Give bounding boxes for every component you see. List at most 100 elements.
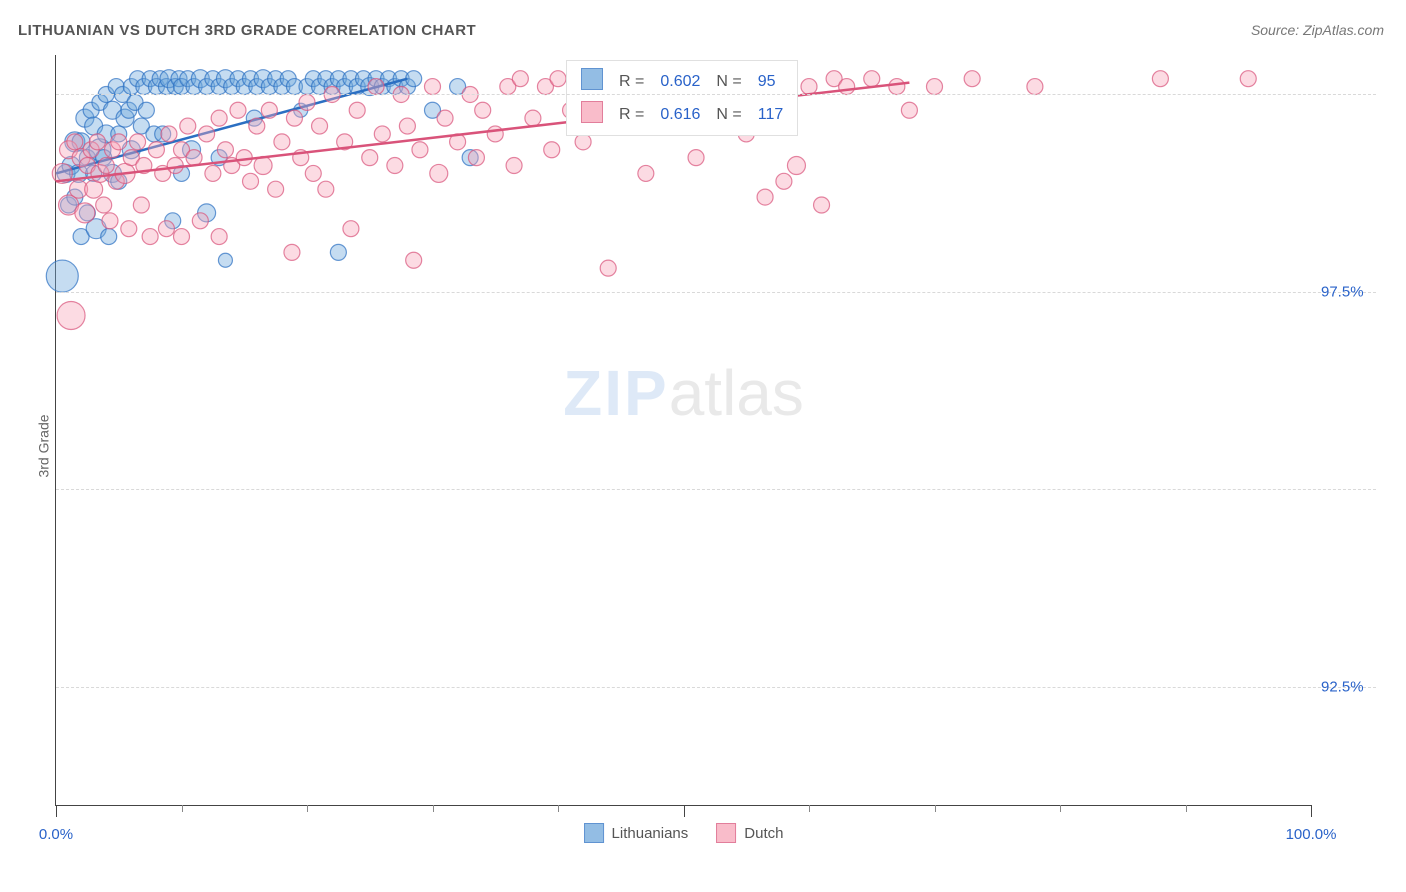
scatter-point [148,142,164,158]
chart-plot-area: ZIPatlas R = 0.602 N = 95 R = 0.616 N = … [55,55,1311,806]
scatter-point [901,102,917,118]
stats-n-label: N = [708,98,749,131]
y-axis-label: 3rd Grade [36,414,52,477]
x-tick [307,805,308,812]
scatter-point [1027,79,1043,95]
gridline [56,292,1376,293]
legend-swatch-lithuanians [584,823,604,843]
scatter-point [399,118,415,134]
scatter-point [217,142,233,158]
scatter-point [544,142,560,158]
scatter-point [814,197,830,213]
scatter-point [130,134,146,150]
stats-n-value-lithuanians: 95 [750,65,792,98]
x-tick [558,805,559,812]
scatter-point [67,134,83,150]
scatter-point [96,197,112,213]
scatter-point [776,173,792,189]
scatter-point [230,102,246,118]
scatter-point [550,71,566,87]
x-tick [935,805,936,812]
scatter-point [430,164,448,182]
stats-n-value-dutch: 117 [750,98,792,131]
scatter-point [261,102,277,118]
scatter-point [1240,71,1256,87]
scatter-point [199,126,215,142]
scatter-point [98,158,114,174]
scatter-point [688,150,704,166]
scatter-point [801,79,817,95]
x-tick [56,805,57,817]
x-tick [684,805,685,817]
scatter-point [374,126,390,142]
scatter-point [349,102,365,118]
scatter-point [787,157,805,175]
legend: Lithuanians Dutch [584,823,784,843]
scatter-point [167,158,183,174]
legend-label-lithuanians: Lithuanians [612,825,689,842]
scatter-point [487,126,503,142]
x-tick-label: 0.0% [39,826,73,843]
stats-swatch-dutch [581,101,603,123]
scatter-point [236,150,252,166]
scatter-point [475,102,491,118]
stats-swatch-lithuanians [581,68,603,90]
scatter-point [46,260,78,292]
scatter-point [274,134,290,150]
x-tick [809,805,810,812]
legend-item-dutch: Dutch [716,823,783,843]
x-tick [433,805,434,812]
scatter-svg [56,55,1311,805]
legend-swatch-dutch [716,823,736,843]
scatter-point [387,158,403,174]
scatter-point [600,260,616,276]
scatter-point [75,203,95,223]
scatter-point [268,181,284,197]
scatter-point [205,165,221,181]
scatter-point [174,229,190,245]
scatter-point [312,118,328,134]
scatter-point [121,221,137,237]
scatter-point [102,213,118,229]
scatter-point [406,71,422,87]
stats-r-label: R = [611,98,652,131]
x-tick [1186,805,1187,812]
scatter-point [211,110,227,126]
scatter-point [249,118,265,134]
scatter-point [927,79,943,95]
scatter-point [525,110,541,126]
scatter-point [192,213,208,229]
scatter-point [180,118,196,134]
scatter-point [437,110,453,126]
y-tick-label: 97.5% [1321,283,1386,300]
scatter-point [158,221,174,237]
gridline [56,687,1376,688]
scatter-point [138,102,154,118]
scatter-point [757,189,773,205]
scatter-point [343,221,359,237]
scatter-point [284,244,300,260]
stats-r-label: R = [611,65,652,98]
stats-row-dutch: R = 0.616 N = 117 [573,98,791,131]
chart-title: LITHUANIAN VS DUTCH 3RD GRADE CORRELATIO… [18,22,476,39]
scatter-point [362,150,378,166]
scatter-point [512,71,528,87]
scatter-point [186,150,202,166]
scatter-point [243,173,259,189]
stats-row-lithuanians: R = 0.602 N = 95 [573,65,791,98]
scatter-point [286,110,302,126]
scatter-point [1152,71,1168,87]
y-tick-label: 92.5% [1321,678,1386,695]
scatter-point [864,71,880,87]
legend-item-lithuanians: Lithuanians [584,823,689,843]
stats-n-label: N = [708,65,749,98]
scatter-point [57,302,85,330]
legend-label-dutch: Dutch [744,825,783,842]
x-tick [1060,805,1061,812]
scatter-point [406,252,422,268]
stats-r-value-lithuanians: 0.602 [652,65,708,98]
scatter-point [161,126,177,142]
scatter-point [101,229,117,245]
source-attribution: Source: ZipAtlas.com [1251,22,1384,38]
scatter-point [299,94,315,110]
